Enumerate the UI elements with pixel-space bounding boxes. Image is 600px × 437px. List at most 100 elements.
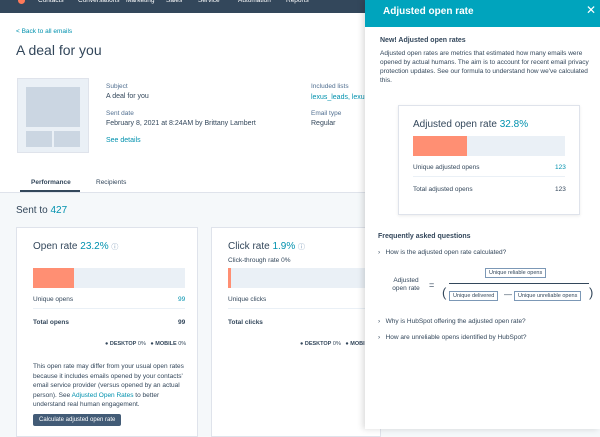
sent-date-label: Sent date: [106, 110, 134, 117]
formula-numerator: Unique reliable opens: [485, 268, 547, 278]
rate-bar: [33, 268, 185, 288]
lists[interactable]: lexus_leads, lexus: [311, 94, 369, 101]
subject: A deal for you: [106, 93, 149, 100]
devices: ● DESKTOP 0% ● MOBILE 0%: [105, 341, 187, 347]
email-title: A deal for you: [16, 42, 102, 58]
row-label: Total clicks: [228, 319, 263, 326]
subtitle: Click-through rate 0%: [228, 257, 291, 264]
box-title: Adjusted open rate 32.8%: [413, 119, 528, 130]
tab[interactable]: Performance: [31, 179, 71, 186]
info-icon[interactable]: ⓘ: [298, 244, 306, 251]
title: Open rate: [33, 241, 78, 252]
rate-fill: [33, 268, 74, 288]
card-title: Click rate 1.9% ⓘ: [228, 241, 305, 252]
see-details[interactable]: See details: [106, 137, 141, 144]
faq-item[interactable]: › How is the adjusted open rate calculat…: [378, 249, 507, 256]
subject-label: Subject: [106, 83, 128, 90]
faq-item[interactable]: › Why is HubSpot offering the adjusted o…: [378, 318, 526, 325]
nav-item[interactable]: Service: [198, 0, 220, 4]
sent-date: February 8, 2021 at 8:24AM by Brittany L…: [106, 120, 256, 127]
thumbnail: [17, 78, 89, 153]
email-type-label: Email type: [311, 110, 342, 117]
rate-bar: [413, 136, 565, 156]
rate-bar: [228, 268, 378, 288]
logo: [18, 0, 25, 4]
lists-label: Included lists: [311, 83, 349, 90]
note: This open rate may differ from your usua…: [33, 362, 193, 410]
note-text: This open rate may differ from your usua…: [33, 363, 184, 399]
note-link[interactable]: Adjusted Open Rates: [71, 391, 134, 399]
tab-divider: [0, 192, 365, 193]
formula-denominator: Unique unreliable opens: [514, 291, 582, 301]
fraction-line: [449, 283, 589, 284]
nav-item[interactable]: Automation: [238, 0, 271, 4]
device-value: 0%: [178, 341, 187, 347]
device: DESKTOP: [109, 341, 137, 347]
faq-title: Frequently asked questions: [378, 233, 471, 240]
row-divider: [228, 308, 378, 309]
row-label: Unique clicks: [228, 296, 267, 303]
row-label: Total adjusted opens: [413, 186, 473, 193]
row-label: Unique adjusted opens: [413, 164, 480, 171]
click-rate-card: Click rate 1.9% ⓘ Click-through rate 0% …: [211, 227, 381, 437]
rate-fill: [228, 268, 231, 288]
rate-fill: [413, 136, 467, 156]
calculate-button[interactable]: Calculate adjusted open rate: [33, 414, 122, 426]
nav-item[interactable]: Reports: [286, 0, 309, 4]
open-rate-card: Open rate 23.2% ⓘ Unique opens 99 Total …: [16, 227, 198, 437]
rate: 1.9%: [272, 241, 296, 252]
device: MOBILE: [350, 341, 372, 347]
side-panel: Adjusted open rate ✕ New! Adjusted open …: [365, 0, 600, 429]
card-title: Open rate 23.2% ⓘ: [33, 241, 118, 252]
row-value: 123: [555, 186, 566, 193]
note-text: to better understand real human engageme…: [33, 391, 160, 409]
sent-label: Sent to: [16, 205, 48, 216]
nav-item[interactable]: Conversations: [78, 0, 120, 4]
panel-header: [365, 0, 600, 27]
info-icon[interactable]: ⓘ: [111, 244, 119, 251]
paren: (: [442, 285, 447, 300]
row-label: Total opens: [33, 319, 69, 326]
intro: Adjusted open rates are metrics that est…: [380, 50, 589, 84]
row-value: 99: [178, 319, 186, 326]
back-link[interactable]: < Back to all emails: [16, 28, 73, 35]
panel-title: Adjusted open rate: [383, 6, 474, 17]
nav-item[interactable]: Contacts: [38, 0, 64, 4]
tab-underline: [20, 190, 80, 192]
tab[interactable]: Recipients: [96, 179, 127, 186]
faq-question: How are unreliable opens identified by H…: [385, 334, 527, 341]
formula-left: Adjusted open rate: [392, 277, 420, 292]
title: Click rate: [228, 241, 270, 252]
rate: 23.2%: [80, 241, 109, 252]
device: DESKTOP: [304, 341, 332, 347]
paren: ): [589, 285, 594, 300]
equals: =: [429, 280, 435, 290]
adjusted-box: Adjusted open rate 32.8% Unique adjusted…: [398, 105, 580, 215]
formula-denominator: Unique delivered: [449, 291, 499, 301]
title: Adjusted open rate: [413, 119, 497, 130]
row-value: 99: [178, 296, 186, 303]
device-value: 0%: [332, 341, 341, 347]
sent-to: Sent to 427: [16, 205, 67, 216]
faq-item[interactable]: › How are unreliable opens identified by…: [378, 334, 527, 341]
row-divider: [33, 308, 185, 309]
thumb-block: [26, 131, 52, 147]
thumb-block: [54, 131, 80, 147]
faq-question: Why is HubSpot offering the adjusted ope…: [385, 318, 526, 325]
devices: ● DESKTOP 0% ● MOBILE: [300, 341, 372, 347]
nav-item[interactable]: Sales: [166, 0, 183, 4]
row-label: Unique opens: [33, 296, 74, 303]
email-type: Regular: [311, 120, 336, 127]
rate: 32.8%: [499, 119, 529, 130]
nav-item[interactable]: Marketing: [126, 0, 155, 4]
sent-count: 427: [50, 205, 68, 216]
minus: —: [504, 290, 512, 299]
row-divider: [413, 176, 565, 177]
device-value: 0%: [137, 341, 146, 347]
device: MOBILE: [155, 341, 177, 347]
thumb-block: [26, 87, 80, 127]
intro-title: New! Adjusted open rates: [380, 37, 466, 44]
row-value: 123: [555, 164, 566, 171]
close-button[interactable]: ✕: [586, 3, 597, 17]
